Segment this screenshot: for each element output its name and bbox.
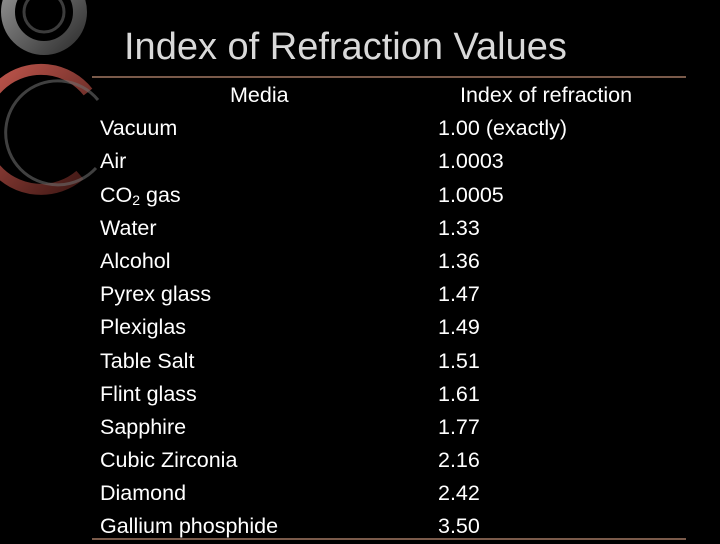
media-cell: CO2 gas (100, 179, 181, 212)
header-media: Media (230, 83, 289, 107)
index-cell: 1.0005 (438, 182, 504, 207)
media-cell: Gallium phosphide (100, 514, 279, 539)
media-cell: Flint glass (100, 381, 197, 406)
index-cell: 3.50 (438, 514, 480, 539)
table-row: Sapphire 1.77 (100, 411, 690, 444)
index-cell: 1.00 (exactly) (438, 116, 568, 141)
table-header: Media Index of refraction (100, 79, 690, 112)
table-row: Plexiglas 1.49 (100, 311, 690, 344)
media-suffix: gas (140, 182, 181, 207)
media-cell: Plexiglas (100, 315, 187, 340)
media-cell: Table Salt (100, 348, 195, 373)
index-cell: 1.51 (438, 348, 480, 373)
table-row: Diamond 2.42 (100, 477, 690, 510)
media-name: CO (100, 182, 133, 207)
table-row: Gallium phosphide 3.50 (100, 510, 690, 543)
bottom-divider (92, 538, 686, 540)
index-cell: 2.16 (438, 448, 480, 473)
header-index: Index of refraction (460, 83, 633, 107)
index-cell: 1.33 (438, 215, 480, 240)
media-cell: Diamond (100, 481, 187, 506)
title-divider (92, 76, 686, 78)
media-cell: Air (100, 149, 127, 174)
media-cell: Water (100, 215, 157, 240)
media-cell: Pyrex glass (100, 282, 212, 307)
swirl-decoration-icon (0, 0, 100, 195)
media-cell: Sapphire (100, 414, 187, 439)
refraction-table: Media Index of refraction Vacuum 1.00 (e… (100, 79, 690, 544)
media-cell: Alcohol (100, 248, 171, 273)
table-row: Vacuum 1.00 (exactly) (100, 112, 690, 145)
index-cell: 1.61 (438, 381, 480, 406)
index-cell: 2.42 (438, 481, 480, 506)
table-row: Cubic Zirconia 2.16 (100, 444, 690, 477)
index-cell: 1.77 (438, 414, 480, 439)
index-cell: 1.0003 (438, 149, 504, 174)
media-subscript: 2 (132, 191, 141, 208)
table-row: Flint glass 1.61 (100, 378, 690, 411)
media-cell: Vacuum (100, 116, 178, 141)
media-cell: Cubic Zirconia (100, 448, 238, 473)
index-cell: 1.47 (438, 282, 480, 307)
index-cell: 1.36 (438, 248, 480, 273)
table-row: Water 1.33 (100, 212, 690, 245)
page-title: Index of Refraction Values (124, 26, 567, 68)
table-row: Pyrex glass 1.47 (100, 278, 690, 311)
index-cell: 1.49 (438, 315, 480, 340)
table-row: Table Salt 1.51 (100, 345, 690, 378)
table-row: CO2 gas 1.0005 (100, 179, 690, 212)
table-row: Air 1.0003 (100, 145, 690, 178)
table-row: Alcohol 1.36 (100, 245, 690, 278)
